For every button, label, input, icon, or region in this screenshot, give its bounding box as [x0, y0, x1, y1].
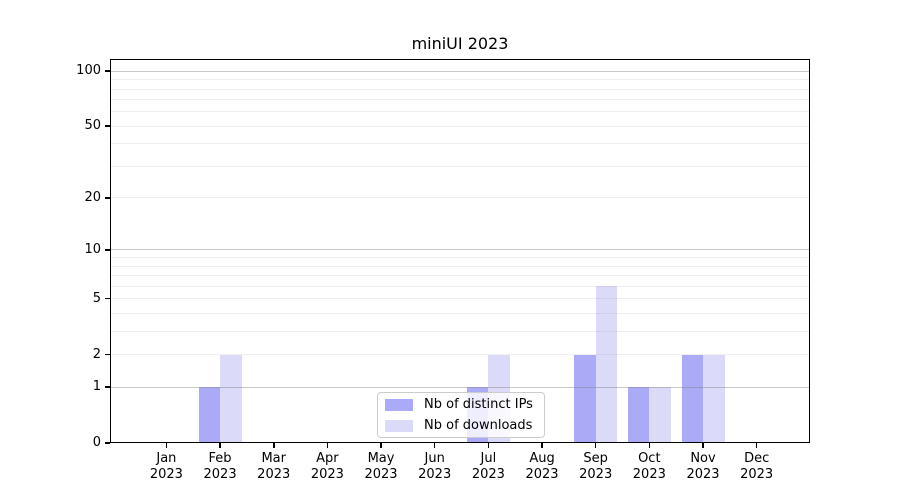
y-tick-label-10: 10: [84, 241, 101, 257]
gridline-minor-8: [110, 265, 810, 267]
x-tick-label-oct: Oct 2023: [632, 451, 666, 482]
gridline-minor-2: [110, 354, 810, 355]
legend: Nb of distinct IPs Nb of downloads: [377, 392, 545, 438]
gridline-minor-6: [110, 285, 810, 287]
legend-label-distinct-ips: Nb of distinct IPs: [424, 396, 533, 412]
x-tick-label-dec: Dec 2023: [740, 451, 774, 482]
x-tick-label-jun: Jun 2023: [418, 451, 452, 482]
x-tick-jun: [433, 443, 436, 448]
bar-feb-ips: [198, 387, 221, 443]
x-tick-nov: [702, 443, 704, 448]
x-tick-aug: [541, 443, 543, 448]
gridline-minor-9: [110, 257, 810, 259]
y-tick-2: [105, 353, 110, 356]
y-tick-label-50: 50: [84, 118, 101, 134]
legend-item-downloads: Nb of downloads: [385, 417, 544, 435]
bar-oct-ips: [627, 387, 650, 443]
gridline-minor-50: [110, 125, 810, 127]
y-tick-label-20: 20: [84, 189, 101, 205]
x-tick-label-nov: Nov 2023: [686, 451, 720, 482]
y-tick-10: [105, 249, 110, 251]
y-tick-label-1: 1: [92, 379, 101, 395]
bar-sep-downloads: [595, 286, 618, 443]
x-tick-oct: [648, 443, 651, 448]
gridline-minor-7: [110, 275, 810, 276]
y-tick-label-5: 5: [92, 290, 101, 306]
x-tick-feb: [219, 443, 221, 448]
legend-swatch-downloads: [385, 419, 413, 432]
x-tick-sep: [594, 443, 597, 448]
y-tick-label-0: 0: [92, 435, 101, 450]
chart-title: miniUI 2023: [411, 34, 509, 53]
gridline-minor-40: [110, 143, 810, 145]
y-tick-label-2: 2: [92, 346, 101, 362]
y-tick-label-100: 100: [76, 63, 101, 79]
x-tick-dec: [755, 443, 758, 448]
x-tick-mar: [272, 443, 275, 448]
bar-nov-ips: [681, 354, 703, 443]
x-tick-label-jan: Jan 2023: [149, 451, 183, 482]
gridline-minor-80: [110, 88, 810, 90]
x-tick-jan: [165, 443, 168, 448]
plot-area: [110, 59, 810, 443]
x-tick-apr: [326, 443, 329, 448]
gridline-minor-3: [110, 330, 810, 332]
legend-item-distinct-ips: Nb of distinct IPs: [385, 396, 544, 414]
gridline-minor-4: [110, 312, 810, 314]
legend-swatch-distinct-ips: [385, 398, 413, 411]
x-tick-label-sep: Sep 2023: [579, 451, 613, 482]
x-tick-label-aug: Aug 2023: [525, 451, 559, 482]
gridline-minor-20: [110, 197, 810, 199]
bar-feb-downloads: [220, 354, 242, 443]
gridline-major-100: [110, 70, 810, 72]
x-tick-label-apr: Apr 2023: [310, 451, 344, 482]
gridline-minor-60: [110, 111, 810, 113]
x-tick-label-feb: Feb 2023: [203, 451, 237, 482]
bar-nov-downloads: [703, 354, 725, 443]
legend-label-downloads: Nb of downloads: [424, 417, 533, 433]
x-tick-label-may: May 2023: [364, 451, 398, 482]
bar-oct-downloads: [649, 387, 671, 443]
x-tick-may: [380, 443, 382, 448]
y-tick-5: [105, 297, 110, 300]
x-tick-label-jul: Jul 2023: [471, 451, 505, 482]
y-tick-20: [105, 196, 110, 199]
gridline-minor-30: [110, 165, 810, 167]
y-tick-0: [105, 442, 110, 444]
gridline-minor-90: [110, 79, 810, 81]
bar-sep-ips: [574, 354, 596, 443]
gridline-major-10: [110, 249, 810, 251]
y-tick-100: [105, 70, 110, 73]
y-tick-50: [105, 125, 110, 128]
gridline-minor-5: [110, 298, 810, 300]
gridline-minor-70: [110, 99, 810, 101]
x-tick-jul: [487, 443, 490, 448]
x-tick-label-mar: Mar 2023: [257, 451, 291, 482]
gridline-major-1: [110, 386, 810, 388]
y-tick-1: [105, 386, 110, 388]
